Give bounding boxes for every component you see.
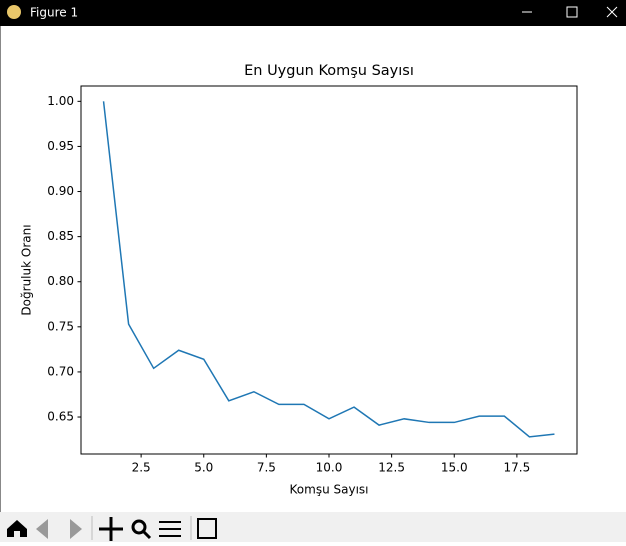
close-button[interactable] [606,6,618,18]
zoom-handle [141,529,152,540]
y-tick-label: 0.85 [47,229,74,243]
title-bar [0,0,626,26]
app-icon [7,5,21,19]
window-title: Figure 1 [30,6,78,20]
y-tick-label: 0.95 [47,139,74,153]
y-tick-label: 0.90 [47,184,74,198]
y-tick-label: 0.65 [47,410,74,424]
y-tick-label: 0.80 [47,274,74,288]
y-tick-label: 0.75 [47,319,74,333]
maximize-button[interactable] [566,6,578,18]
plot-frame [80,85,578,455]
x-axis-label: Komşu Sayısı [290,483,369,497]
home-button[interactable] [7,520,27,537]
x-tick-label: 7.5 [257,461,276,475]
configure-button[interactable] [159,521,181,537]
x-tick-label: 5.0 [194,461,213,475]
back-button[interactable] [36,519,48,539]
pan-button[interactable] [99,517,123,541]
x-tick-label: 15.0 [441,461,468,475]
y-axis-label: Doğruluk Oranı [20,224,34,315]
forward-button[interactable] [70,519,82,539]
data-line [102,101,555,438]
x-tick-label: 12.5 [378,461,405,475]
window-border [0,26,1,512]
chart-title: En Uygun Komşu Sayısı [244,63,414,79]
toolbar [0,512,626,542]
x-tick-label: 10.0 [316,461,343,475]
x-tick-label: 2.5 [132,461,151,475]
zoom-button[interactable] [131,519,147,535]
save-button[interactable] [197,518,217,539]
x-tick-label: 17.5 [504,461,531,475]
y-tick-label: 1.00 [47,94,74,108]
y-tick-label: 0.70 [47,364,74,378]
